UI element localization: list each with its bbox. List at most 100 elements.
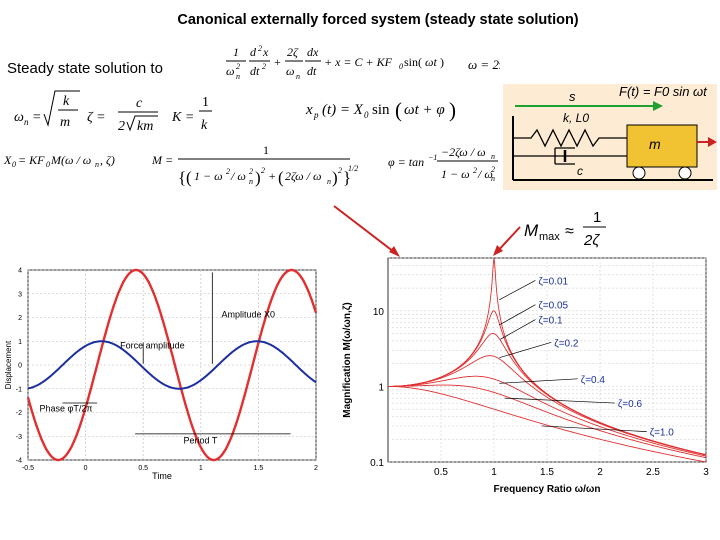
- zeta-label: ζ=0.2: [554, 338, 579, 349]
- k-equation: K = 1 k: [171, 95, 212, 133]
- svg-text:M =: M =: [151, 153, 173, 167]
- time-ytick-label: 3: [18, 291, 22, 298]
- mass-block: [626, 124, 698, 168]
- zeta-label-leader: [500, 319, 536, 340]
- svg-text:K =: K =: [171, 110, 194, 125]
- freq-xtick-label: 3: [703, 467, 709, 478]
- force-amplitude-annotation: Force amplitude: [120, 340, 185, 350]
- zeta-label: ζ=0.1: [538, 316, 563, 327]
- zeta-label-leader: [499, 341, 552, 359]
- svg-text:ω: ω: [14, 110, 24, 125]
- s-label: s: [569, 89, 576, 104]
- time-series-line-1: [26, 268, 318, 462]
- svg-text:max: max: [539, 231, 560, 243]
- svg-text:): ): [255, 168, 261, 187]
- svg-text:ω: ω: [286, 64, 294, 78]
- spring: [513, 128, 627, 148]
- zeta-label: ζ=0.01: [538, 276, 568, 287]
- freq-curve-zeta-7: [388, 385, 707, 463]
- svg-text:1 − ω: 1 − ω: [441, 167, 470, 181]
- svg-text:}: }: [343, 168, 351, 187]
- period-annotation: Period T: [184, 435, 218, 445]
- svg-text:n: n: [296, 72, 300, 81]
- svg-text:M: M: [524, 221, 539, 240]
- time-xtick-label: -0.5: [22, 465, 34, 472]
- svg-text:2: 2: [249, 167, 253, 176]
- time-xtick-label: 0.5: [138, 465, 148, 472]
- omega-equation: ω = 2π / T: [468, 57, 500, 72]
- damper-label: c: [577, 164, 583, 178]
- spring-label: k, L0: [563, 111, 589, 125]
- svg-text:): ): [332, 168, 338, 187]
- freq-ytick-label: 0.1: [370, 458, 384, 469]
- svg-text:k: k: [63, 94, 70, 109]
- zeta-label-leader: [504, 397, 615, 404]
- time-xtick-label: 1: [199, 465, 203, 472]
- svg-text:n: n: [491, 174, 495, 183]
- svg-text:0: 0: [46, 160, 50, 169]
- time-series-line-2: [27, 340, 317, 390]
- svg-text:−1: −1: [428, 153, 437, 162]
- svg-text:1: 1: [233, 45, 239, 59]
- mass-spring-diagram: s F(t) = F0 sin ωt k, L0 c m: [503, 84, 717, 190]
- time-ytick-label: 0: [18, 363, 22, 370]
- freq-curve-zeta-6: [388, 384, 707, 459]
- svg-text:φ = tan: φ = tan: [388, 155, 424, 169]
- zeta-equation: ζ = c 2 km: [87, 96, 158, 134]
- freq-xlabel: Frequency Ratio ω/ωn: [494, 484, 601, 495]
- freq-ytick-label: 10: [373, 307, 385, 318]
- time-ytick-label: -3: [16, 434, 22, 441]
- zeta-label-leader: [499, 280, 536, 301]
- svg-text:ωt + φ: ωt + φ: [404, 102, 445, 118]
- svg-text:km: km: [137, 119, 153, 134]
- time-ytick-label: 1: [18, 339, 22, 346]
- svg-text:1 − ω: 1 − ω: [194, 169, 223, 183]
- svg-text:= KF: = KF: [18, 153, 45, 167]
- svg-text:p: p: [313, 110, 319, 120]
- svg-text:1: 1: [202, 95, 209, 110]
- time-ytick-label: -1: [16, 386, 22, 393]
- freq-xtick-label: 2: [597, 467, 603, 478]
- svg-text:=: =: [32, 110, 41, 125]
- svg-text:2: 2: [258, 44, 262, 53]
- svg-text:n: n: [491, 152, 495, 161]
- slide-title: Canonical externally forced system (stea…: [177, 12, 579, 28]
- svg-text:(: (: [278, 168, 284, 187]
- svg-text:+: +: [268, 169, 276, 183]
- svg-text:0: 0: [364, 110, 369, 120]
- freq-xtick-label: 1: [491, 467, 497, 478]
- svg-text:2: 2: [338, 166, 342, 175]
- time-ytick-label: -2: [16, 410, 22, 417]
- svg-text:ω: ω: [226, 64, 234, 78]
- svg-text:1/2: 1/2: [348, 164, 358, 173]
- svg-text:ζ =: ζ =: [87, 110, 106, 125]
- mmax-equation: M max ≈ 1 2ζ: [524, 209, 606, 249]
- svg-text:ωt: ωt: [425, 55, 437, 69]
- time-ytick-label: 2: [18, 315, 22, 322]
- svg-text:dx: dx: [307, 45, 319, 59]
- damper: [554, 147, 575, 165]
- svg-text:2: 2: [261, 166, 265, 175]
- time-xlabel: Time: [152, 471, 172, 481]
- frequency-chart: 0.5 1 1.5 2 2.5 3 0.1 1 10 Frequency Ratio ω/ωn Ma…: [342, 257, 709, 495]
- zeta-label-leader: [499, 378, 578, 384]
- zeta-label-leader: [541, 425, 647, 433]
- svg-text:sin: sin: [372, 102, 390, 118]
- svg-text:1: 1: [593, 209, 601, 226]
- svg-text:2: 2: [491, 165, 495, 174]
- svg-text:/ ω: / ω: [477, 167, 493, 181]
- svg-text:c: c: [136, 96, 143, 111]
- time-ylabel: Displacement: [4, 340, 13, 389]
- amplitude-annotation: Amplitude X0: [222, 310, 276, 320]
- freq-xtick-label: 2.5: [646, 467, 660, 478]
- time-xtick-label: 1.5: [254, 465, 264, 472]
- svg-text:2: 2: [118, 119, 125, 134]
- svg-text:+ x = C + KF: + x = C + KF: [324, 55, 393, 69]
- svg-text:2: 2: [226, 167, 230, 176]
- force-label: F(t) = F0 sin ωt: [619, 84, 708, 99]
- svg-text:x: x: [305, 102, 313, 118]
- svg-text:n: n: [327, 177, 331, 186]
